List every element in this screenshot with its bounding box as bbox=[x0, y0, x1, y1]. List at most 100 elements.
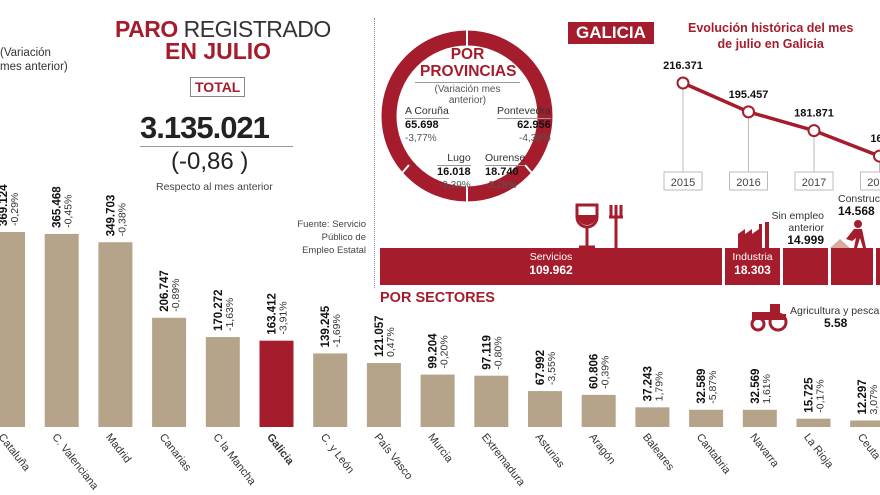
bar-value-label: 139.245 bbox=[320, 305, 332, 347]
bar-value-label: 163.412 bbox=[267, 293, 279, 335]
province-pontevedra: Pontevedra 62.956 -4,38% bbox=[497, 105, 551, 144]
sectores-band: Servicios 109.962 Industria 18.303 bbox=[380, 248, 880, 285]
bar-value-label: 37.243 bbox=[642, 366, 654, 401]
wine-glass-fork-icon bbox=[575, 203, 623, 249]
evolution-line bbox=[682, 81, 880, 158]
bar-change-label: 0,47% bbox=[385, 327, 397, 357]
bar-15 bbox=[796, 418, 831, 427]
year-label: 2017 bbox=[802, 177, 826, 189]
bar-2 bbox=[98, 242, 133, 427]
bar-value-label: 349.703 bbox=[105, 195, 117, 237]
provincias-title: POR PROVINCIAS bbox=[420, 46, 517, 80]
bar-value-label: 121.057 bbox=[374, 315, 386, 357]
bar-value-label: 99.204 bbox=[428, 333, 440, 369]
provincias-subtitle: (Variación mes anterior) bbox=[415, 82, 520, 106]
bar-change-label: -3,91% bbox=[278, 301, 290, 334]
bar-1 bbox=[44, 233, 79, 427]
evolution-point bbox=[742, 105, 755, 119]
bar-value-label: 15.725 bbox=[804, 377, 816, 413]
bar-value-label: 97.119 bbox=[481, 335, 493, 370]
category-label: Cantabria bbox=[694, 431, 733, 477]
page-title-line2: EN JULIO bbox=[165, 38, 272, 64]
section-divider bbox=[374, 18, 375, 288]
bar-change-label: -0,17% bbox=[815, 379, 827, 412]
category-label: Canarias bbox=[157, 431, 194, 473]
bar-change-label: -0,29% bbox=[9, 193, 21, 226]
source-note: Fuente: Servicio Público de Empleo Estat… bbox=[297, 219, 366, 256]
bar-change-label: -0,80% bbox=[492, 336, 504, 369]
bar-change-label: -3,55% bbox=[546, 352, 558, 385]
category-label: Extremadura bbox=[479, 431, 528, 489]
sector-construccion-label: Construcción14.568 bbox=[838, 193, 880, 218]
category-label: Aragón bbox=[586, 431, 617, 466]
bar-change-label: 1,79% bbox=[653, 372, 665, 402]
page-title: PARO REGISTRADO bbox=[115, 16, 331, 42]
bar-change-label: -0,89% bbox=[170, 278, 182, 311]
category-label: País Vasco bbox=[372, 431, 415, 482]
evolution-point bbox=[807, 124, 821, 138]
evolution-title: Evolución histórica del mes de julio en G… bbox=[688, 21, 854, 51]
bar-value-label: 170.272 bbox=[213, 289, 225, 331]
category-label: Ceuta bbox=[855, 431, 880, 462]
category-label: Baleares bbox=[640, 431, 676, 473]
sector-sin-empleo bbox=[783, 248, 828, 285]
bar-change-label: -5,87% bbox=[707, 371, 719, 404]
bar-value-label: 369.124 bbox=[0, 184, 10, 226]
bar-10 bbox=[528, 391, 562, 427]
bar-8 bbox=[420, 374, 455, 427]
factory-icon bbox=[738, 222, 769, 248]
bar-change-label: 1,61% bbox=[761, 374, 773, 404]
bar-12 bbox=[635, 407, 670, 427]
category-label: C la Mancha bbox=[210, 431, 258, 488]
category-label: Madrid bbox=[103, 431, 133, 465]
bar-4 bbox=[205, 337, 240, 427]
bar-value-label: 206.747 bbox=[159, 270, 171, 312]
category-label: C. y León bbox=[318, 431, 356, 475]
bar-value-label: 365.468 bbox=[52, 186, 64, 228]
sector-sin-empleo-label: Sin empleo anterior 14.999 bbox=[771, 210, 824, 247]
total-value: 3.135.021 bbox=[140, 110, 270, 145]
category-label: C. Valenciana bbox=[49, 431, 101, 492]
sector-servicios: Servicios 109.962 bbox=[380, 248, 722, 285]
tractor-icon bbox=[750, 304, 788, 332]
bar-9 bbox=[474, 375, 509, 427]
total-change-note: Respecto al mes anterior bbox=[156, 181, 273, 193]
bar-16 bbox=[850, 420, 880, 427]
evolution-line-chart: 2015 216.371 2016 195.457 2017 181.871 2018 163 bbox=[663, 60, 880, 191]
bar-13 bbox=[689, 409, 724, 427]
bar-value-label: 67.992 bbox=[535, 350, 547, 385]
evolution-value-label: 195.457 bbox=[729, 89, 769, 101]
bar-change-label: -0,45% bbox=[63, 195, 75, 228]
year-label: 2015 bbox=[671, 177, 695, 189]
year-box bbox=[729, 171, 768, 191]
bar-change-label: -0,38% bbox=[116, 203, 128, 236]
category-label: Murcia bbox=[425, 431, 455, 465]
province-a-coruna: A Coruña 65.698 -3,77% bbox=[405, 105, 449, 144]
evolution-value-label: 163 bbox=[870, 133, 880, 145]
bar-value-label: 32.589 bbox=[696, 369, 708, 404]
bar-change-label: -1,69% bbox=[331, 314, 343, 347]
year-box bbox=[794, 171, 834, 191]
category-label: Asturias bbox=[533, 431, 567, 470]
divider bbox=[140, 146, 293, 147]
total-change: (-0,86 ) bbox=[171, 148, 249, 175]
province-lugo: Lugo 16.018 -3,39% bbox=[437, 152, 471, 191]
regions-bar-chart: 369.124 -0,29% Cataluña 365.468-0,45% C. Val… bbox=[0, 184, 880, 493]
bar-6 bbox=[313, 353, 348, 427]
sector-industria: Industria 18.303 bbox=[725, 248, 780, 285]
bar-change-label: -1,63% bbox=[224, 298, 236, 331]
category-label: La Rioja bbox=[801, 431, 836, 471]
bar-change-label: -0,20% bbox=[439, 335, 451, 368]
bar-7 bbox=[366, 363, 401, 427]
bar-value-label: 12.297 bbox=[857, 379, 869, 414]
sector-agricultura-label: Agricultura y pesca 5.58 bbox=[790, 305, 880, 330]
evolution-value-label: 181.871 bbox=[794, 108, 834, 120]
year-box bbox=[663, 171, 703, 191]
evolution-value-label: 216.371 bbox=[663, 60, 703, 72]
province-ourense: Ourense 18.740 -3,28% bbox=[485, 152, 526, 191]
bar-change-label: -0,39% bbox=[600, 356, 612, 389]
sector-agricultura bbox=[876, 248, 880, 285]
year-label: 2016 bbox=[736, 177, 760, 189]
galicia-tag: GALICIA bbox=[568, 22, 654, 44]
bar-11 bbox=[581, 394, 616, 427]
